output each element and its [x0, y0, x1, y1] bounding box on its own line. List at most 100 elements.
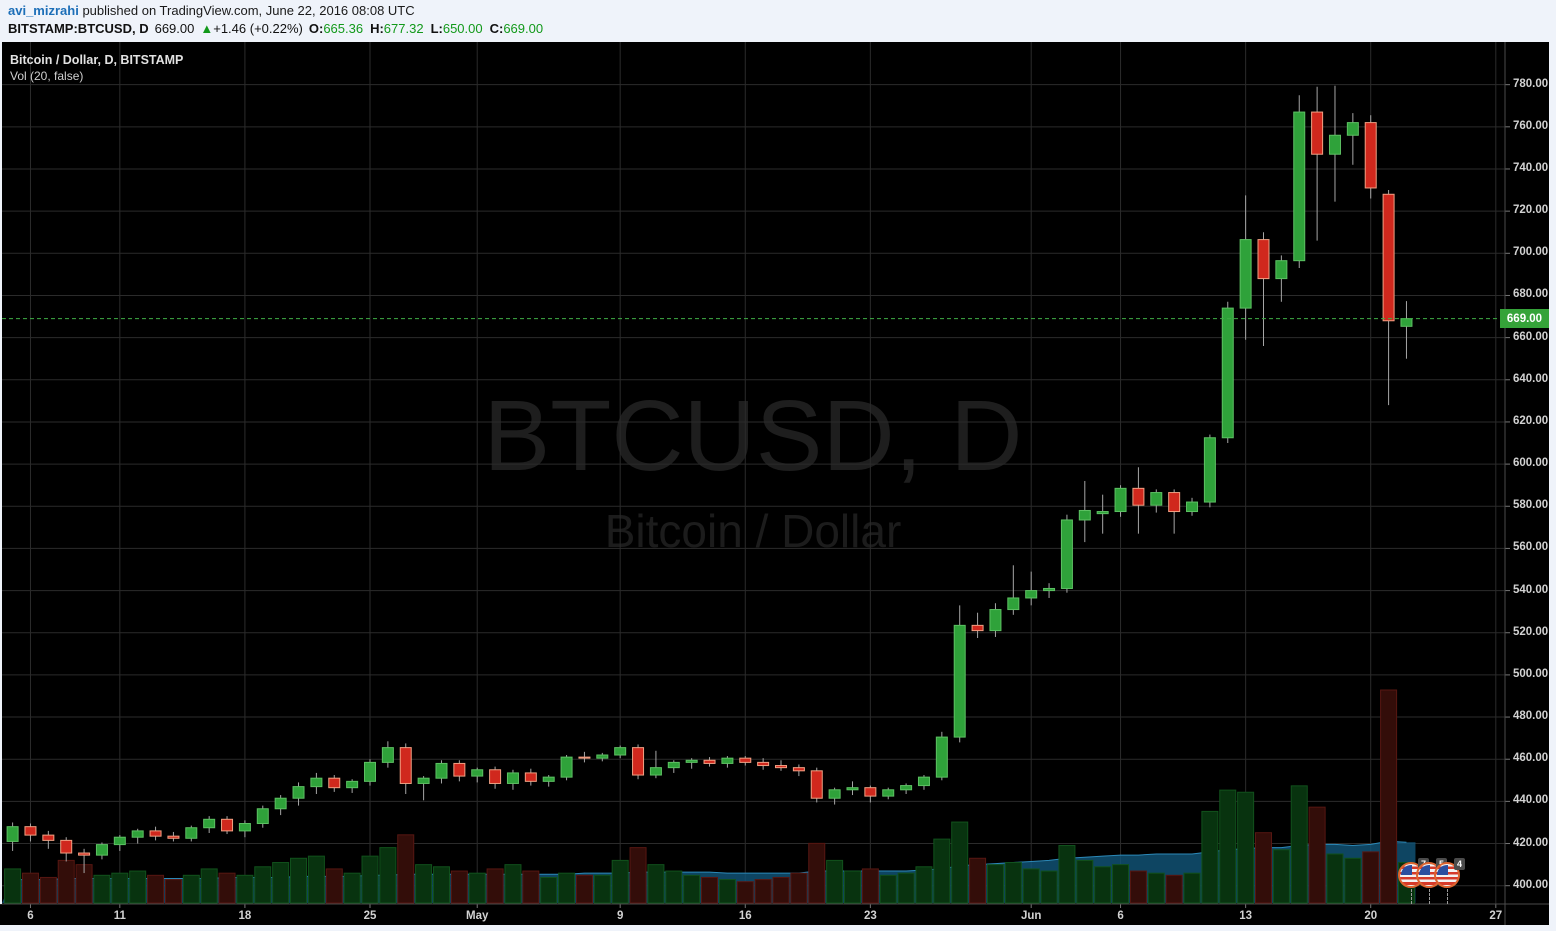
event-flag-connector — [1411, 889, 1412, 904]
candle-down — [1311, 111, 1324, 155]
candle-up — [292, 786, 305, 799]
volume-bar — [1380, 689, 1398, 904]
x-axis-label: 20 — [1364, 910, 1378, 922]
candle-down — [1257, 239, 1270, 280]
candle-up — [1186, 501, 1199, 513]
x-axis-label: 11 — [113, 910, 126, 922]
x-axis-label: 23 — [863, 910, 877, 922]
candle-down — [971, 624, 984, 632]
symbol-info-line: BITSTAMP:BTCUSD, D 669.00 ▲ +1.46 (+0.22… — [8, 21, 550, 36]
volume-bar — [57, 859, 75, 904]
candle-up — [506, 772, 519, 784]
volume-bar — [468, 872, 486, 904]
volume-bar — [683, 874, 701, 904]
candle-down — [489, 769, 502, 784]
time-axis[interactable]: 6 11 18 25 May 9 16 23 Jun 6 13 20 27 — [0, 908, 1549, 926]
volume-bar — [1094, 866, 1112, 904]
volume-bar — [808, 842, 826, 904]
candle-up — [1221, 307, 1234, 439]
open-value: O:665.36 — [308, 21, 364, 36]
volume-bar — [1326, 853, 1344, 904]
x-axis-label: Jun — [1020, 910, 1042, 922]
y-axis-label: 760.00 — [1513, 119, 1549, 132]
candle-up — [364, 761, 376, 782]
candle-up — [274, 797, 287, 810]
page-margin-bottom — [0, 925, 1556, 931]
y-axis-label: 580.00 — [1513, 499, 1549, 512]
volume-bar — [861, 868, 879, 904]
candle-up — [846, 787, 859, 791]
candle-down — [775, 765, 788, 769]
candle-up — [6, 826, 19, 842]
volume-bar — [39, 876, 57, 904]
candle-down — [1132, 487, 1145, 506]
candle-up — [828, 789, 841, 799]
candle-up — [381, 747, 394, 763]
y-axis-label: 740.00 — [1513, 161, 1549, 174]
candle-up — [1328, 134, 1341, 155]
candle-down — [328, 777, 341, 789]
candle-down — [792, 767, 805, 772]
price-axis[interactable]: 780.00 760.00 740.00 720.00 700.00 680.00 660.… — [1513, 0, 1553, 925]
page-margin-left — [0, 42, 2, 904]
page-margin-right — [1549, 42, 1556, 925]
x-axis-label: 6 — [27, 910, 34, 922]
y-axis-label: 420.00 — [1513, 836, 1549, 849]
volume-bar — [879, 874, 897, 904]
volume-bar — [826, 859, 844, 904]
volume-bar — [736, 881, 754, 904]
volume-bar — [647, 864, 665, 904]
volume-bar — [951, 821, 969, 904]
candle-up — [1203, 437, 1216, 503]
volume-bar — [1183, 872, 1201, 904]
candle-up — [1293, 111, 1306, 262]
last-price: 669.00 — [154, 21, 195, 36]
event-flag-connector — [1447, 889, 1448, 904]
last-price-axis-label: 669.00 — [1500, 309, 1549, 328]
volume-bar — [1076, 859, 1094, 904]
volume-bar — [718, 879, 736, 904]
candle-up — [614, 747, 627, 756]
candle-up — [1096, 511, 1109, 515]
volume-bar — [1004, 862, 1022, 904]
candle-up — [882, 789, 895, 797]
candle-down — [42, 834, 55, 841]
candle-up — [417, 777, 430, 784]
x-axis-label: 18 — [238, 910, 252, 922]
candle-down — [453, 762, 466, 777]
candle-down — [632, 747, 645, 776]
volume-bar — [701, 876, 719, 904]
volume-bar — [486, 868, 504, 904]
author-link[interactable]: avi_mizrahi — [8, 3, 79, 18]
candle-down — [578, 756, 591, 759]
legend-symbol: Bitcoin / Dollar, D, BITSTAMP — [10, 53, 184, 67]
y-axis-label: 780.00 — [1513, 77, 1549, 90]
y-axis-label: 560.00 — [1513, 541, 1549, 554]
volume-bar — [164, 879, 182, 904]
x-axis-label: 6 — [1117, 910, 1124, 922]
candle-down — [24, 826, 37, 836]
volume-bar — [1308, 806, 1326, 904]
volume-bar — [379, 847, 397, 904]
volume-bar — [540, 876, 558, 904]
x-axis-label: May — [466, 910, 489, 922]
candle-down — [810, 770, 823, 799]
author-line: avi_mizrahi published on TradingView.com… — [8, 3, 415, 18]
volume-bar — [522, 870, 540, 904]
x-axis-label: 9 — [616, 910, 624, 922]
volume-bar — [593, 874, 611, 904]
volume-bar — [1344, 857, 1362, 904]
candle-up — [1400, 318, 1413, 327]
event-flag-icon[interactable]: 4 — [1434, 858, 1465, 888]
candle-up — [435, 762, 448, 779]
candle-up — [667, 761, 680, 769]
candle-up — [935, 736, 948, 778]
volume-bar — [1219, 789, 1237, 904]
volume-bar — [21, 872, 39, 904]
event-flag-badge: 4 — [1453, 858, 1465, 870]
symbol-name: BITSTAMP:BTCUSD, D — [8, 21, 149, 36]
y-axis-label: 640.00 — [1513, 372, 1549, 385]
volume-bar — [772, 876, 790, 904]
candle-up — [596, 754, 609, 759]
